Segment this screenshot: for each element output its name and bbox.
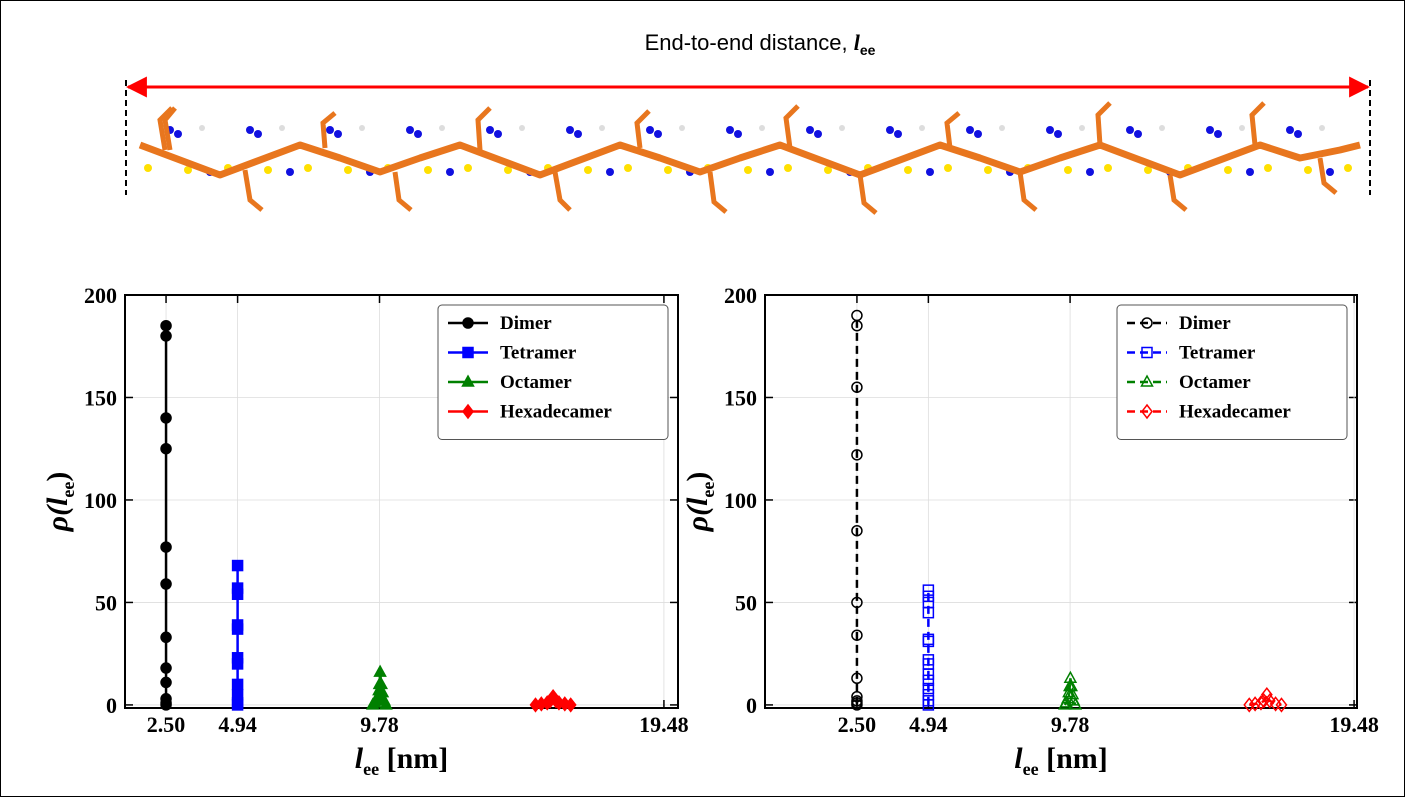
marker (922, 682, 935, 695)
marker (851, 381, 863, 393)
marker (1068, 697, 1083, 710)
marker (231, 688, 244, 701)
marker (1062, 685, 1076, 698)
y-axis-label: ρ(lee) (681, 472, 718, 533)
marker (851, 449, 863, 461)
y-tick-label: 50 (95, 590, 117, 615)
marker (160, 541, 172, 553)
legend-box (1116, 304, 1348, 440)
marker (231, 652, 244, 664)
marker (1141, 317, 1153, 329)
marker (564, 697, 577, 713)
marker (922, 584, 935, 596)
molecule (138, 101, 1361, 215)
figure-title: End-to-end distance, lee (645, 30, 876, 58)
marker (231, 678, 244, 691)
marker (231, 582, 244, 594)
marker (922, 654, 935, 666)
x-axis-label: lee [nm] (355, 742, 448, 779)
marker (1275, 697, 1288, 713)
marker (851, 672, 863, 685)
y-axis-label: ρ(lee) (41, 472, 78, 533)
marker (160, 631, 172, 644)
legend-box (437, 304, 669, 440)
legend-label: Octamer (1179, 372, 1251, 393)
y-tick-label: 150 (84, 385, 117, 410)
marker (160, 412, 172, 424)
marker (922, 590, 935, 603)
x-tick-label: 4.94 (909, 712, 948, 737)
marker (1060, 691, 1075, 704)
marker (851, 309, 863, 322)
marker (462, 403, 474, 420)
marker (1243, 697, 1256, 713)
marker (231, 619, 244, 631)
marker (922, 633, 935, 646)
marker (922, 688, 935, 701)
marker (851, 629, 863, 641)
y-tick-label: 200 (724, 283, 757, 308)
marker (461, 374, 475, 387)
marker (373, 664, 387, 677)
plot-frame (764, 294, 1358, 709)
marker (160, 319, 172, 332)
y-tick-label: 0 (746, 693, 757, 718)
marker (160, 578, 172, 590)
x-tick-label: 2.50 (147, 712, 186, 737)
marker (1065, 687, 1080, 700)
marker (922, 695, 935, 707)
legend-label: Dimer (1179, 313, 1231, 334)
marker (1263, 693, 1276, 709)
x-tick-label: 9.78 (360, 712, 399, 737)
legend-label: Hexadecamer (500, 402, 612, 423)
marker (160, 330, 172, 342)
chart: 0 50 100 150 200 2.50 4.94 9.78 19.48 lee [nm] ρ(l… (41, 283, 689, 779)
marker (851, 695, 863, 707)
marker (1141, 346, 1153, 359)
y-tick-label: 50 (735, 590, 757, 615)
marker (922, 596, 935, 609)
y-tick-label: 200 (84, 283, 117, 308)
marker (1249, 696, 1262, 712)
y-tick-label: 100 (724, 488, 757, 513)
legend-label: Tetramer (500, 343, 577, 364)
legend-label: Octamer (500, 372, 572, 393)
marker (160, 676, 172, 689)
x-tick-label: 4.94 (218, 712, 257, 737)
marker (462, 346, 474, 359)
x-tick-label: 9.78 (1051, 712, 1090, 737)
y-tick-label: 150 (724, 385, 757, 410)
marker (1260, 686, 1273, 703)
marker (851, 690, 863, 703)
marker (160, 693, 172, 705)
legend-label: Dimer (500, 313, 552, 334)
marker (231, 559, 244, 572)
marker (1141, 403, 1153, 420)
marker (160, 442, 172, 455)
y-tick-label: 0 (106, 693, 117, 718)
x-tick-label: 19.48 (639, 712, 689, 737)
marker (160, 662, 172, 674)
x-tick-label: 19.48 (1329, 712, 1379, 737)
marker (462, 317, 474, 329)
plot-frame (124, 294, 679, 709)
marker (851, 596, 863, 609)
y-tick-label: 100 (84, 488, 117, 513)
x-axis-label: lee [nm] (1014, 742, 1107, 779)
legend-label: Tetramer (1179, 343, 1256, 364)
legend-label: Hexadecamer (1179, 402, 1291, 423)
x-tick-label: 2.50 (838, 712, 877, 737)
marker (851, 524, 863, 537)
chart: 0 50 100 150 200 2.50 4.94 9.78 19.48 lee [nm] ρ(l… (681, 283, 1379, 779)
marker (922, 674, 935, 687)
marker (379, 697, 393, 710)
marker (1140, 374, 1154, 387)
